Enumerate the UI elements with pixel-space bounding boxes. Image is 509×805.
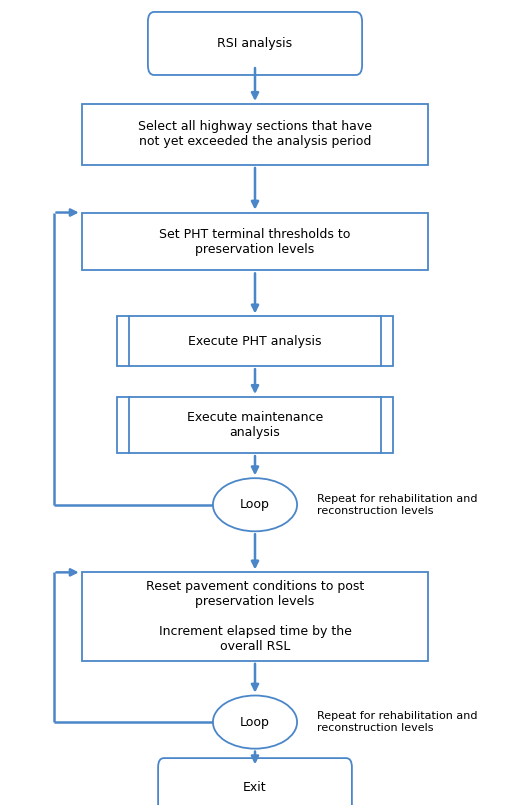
FancyBboxPatch shape [158,758,351,805]
Text: Reset pavement conditions to post
preservation levels

Increment elapsed time by: Reset pavement conditions to post preser… [146,580,363,653]
FancyBboxPatch shape [148,12,361,75]
Text: Exit: Exit [243,781,266,794]
Bar [81,104,428,165]
Text: Execute maintenance
analysis: Execute maintenance analysis [186,411,323,439]
Text: Execute PHT analysis: Execute PHT analysis [188,335,321,348]
Text: Repeat for rehabilitation and
reconstruction levels: Repeat for rehabilitation and reconstruc… [317,712,477,733]
Ellipse shape [213,478,297,531]
Bar [117,316,392,366]
Text: Loop: Loop [240,716,269,729]
Bar [81,572,428,661]
Bar [81,213,428,270]
Text: Repeat for rehabilitation and
reconstruction levels: Repeat for rehabilitation and reconstruc… [317,494,477,515]
Text: Set PHT terminal thresholds to
preservation levels: Set PHT terminal thresholds to preservat… [159,228,350,255]
Text: Select all highway sections that have
not yet exceeded the analysis period: Select all highway sections that have no… [138,121,371,148]
Bar [117,397,392,453]
Ellipse shape [213,696,297,749]
Text: RSI analysis: RSI analysis [217,37,292,50]
Text: Loop: Loop [240,498,269,511]
